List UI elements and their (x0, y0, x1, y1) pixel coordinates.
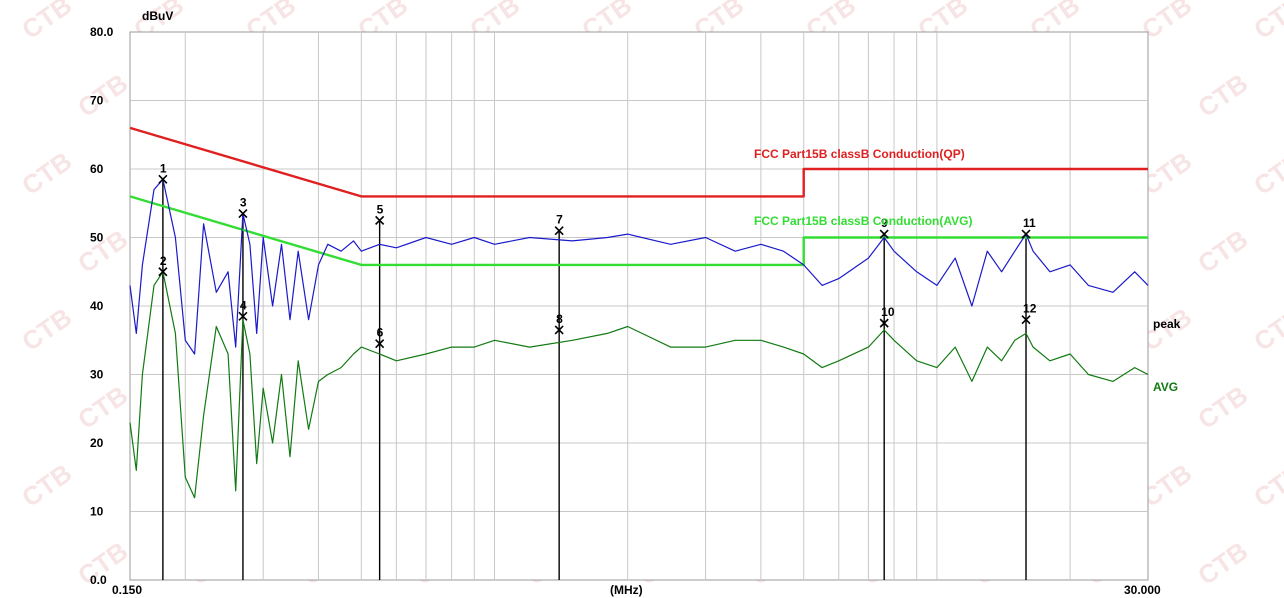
y-tick-label: 80.0 (90, 25, 114, 39)
marker-label: 8 (556, 312, 563, 326)
marker-x (375, 339, 385, 349)
y-tick-label: 50 (90, 231, 104, 245)
y-tick-label: 40 (90, 299, 104, 313)
marker-label: 1 (160, 161, 167, 175)
marker-label: 7 (556, 213, 563, 227)
marker-x (1021, 315, 1031, 325)
legend-avg-trace: AVG (1153, 380, 1178, 394)
y-tick-label: 0.0 (90, 573, 107, 587)
y-axis-unit-label: dBuV (142, 9, 173, 23)
marker-lines (162, 179, 1027, 580)
legend-qp-limit: FCC Part15B classB Conduction(QP) (754, 147, 965, 161)
marker-x (1021, 229, 1031, 239)
marker-label: 4 (240, 298, 247, 312)
marker-x (554, 226, 564, 236)
marker-x (238, 208, 248, 219)
marker-x (879, 229, 889, 239)
y-tick-label: 60 (90, 162, 104, 176)
series-line-fcc-part15b-classb-conduction-qp (129, 126, 1148, 198)
x-axis-label: (MHz) (610, 583, 643, 597)
legend-peak-trace: peak (1153, 317, 1181, 331)
series-line-avg (129, 271, 1149, 499)
marker-label: 11 (1023, 216, 1036, 230)
series-layer (129, 126, 1149, 499)
y-tick-label: 10 (90, 505, 104, 519)
legend-avg-limit: FCC Part15B classB Conduction(AVG) (754, 214, 972, 228)
axis-tick-labels: 80.0 70 60 50 40 30 20 10 0.0 0.150 30.000 (90, 25, 1161, 597)
marker-x (158, 174, 168, 184)
marker-label: 6 (377, 326, 384, 340)
x-tick-label-max: 30.000 (1124, 583, 1161, 597)
series-line-peak (129, 178, 1149, 355)
marker-x (375, 215, 385, 225)
y-tick-label: 30 (90, 368, 104, 382)
marker-x (158, 267, 168, 277)
marker-label: 10 (881, 305, 895, 319)
gridlines (130, 32, 1148, 580)
marker-label: 5 (377, 202, 384, 216)
y-tick-label: 70 (90, 94, 104, 108)
marker-x (879, 318, 889, 328)
marker-label: 9 (881, 216, 888, 230)
x-tick-label-min: 0.150 (112, 583, 142, 597)
marker-label: 2 (160, 254, 167, 268)
marker-label: 3 (240, 196, 247, 210)
marker-x (554, 325, 564, 335)
y-tick-label: 20 (90, 436, 104, 450)
marker-x (238, 311, 248, 321)
marker-label: 12 (1023, 302, 1037, 316)
